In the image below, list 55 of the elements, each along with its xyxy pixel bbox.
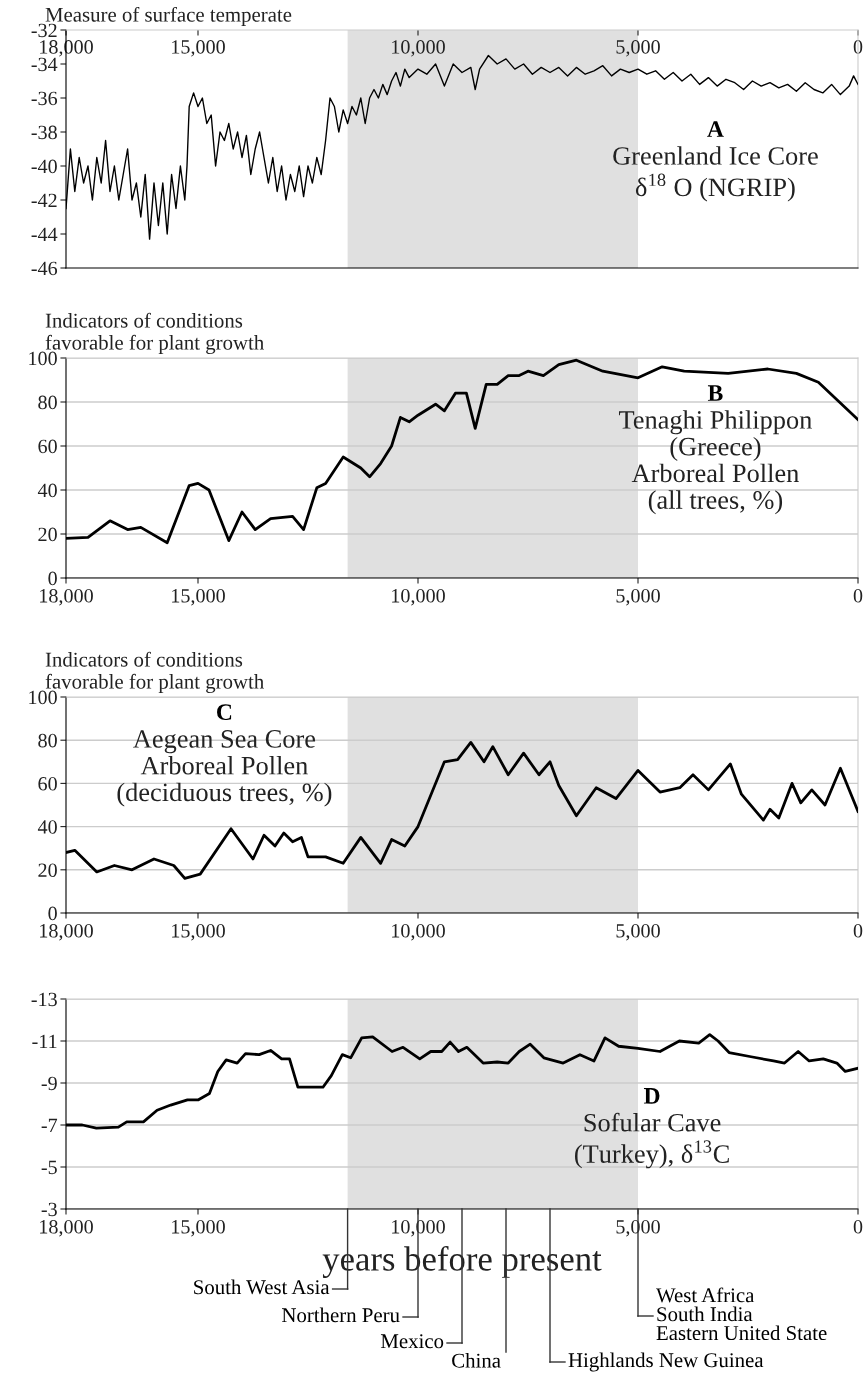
x-tick-label: 0 <box>853 924 863 938</box>
x-tick-label: 10,000 <box>392 589 445 606</box>
x-tick-label: 15,000 <box>172 589 225 606</box>
annotation: C <box>217 704 232 721</box>
x-tick-label: 0 <box>853 40 863 54</box>
y-tick-label: 0 <box>48 906 57 921</box>
annotation: Aegean Sea Core Arboreal Pollen (deciduous trees, %) <box>117 730 332 807</box>
y-tick-label: -36 <box>31 91 58 106</box>
ref-line-label: Highlands New Guinea <box>568 1352 764 1372</box>
annotation: Greenland Ice Core δ$^{18}$ O (NGRIP) <box>613 146 818 202</box>
y-tick-label: -5 <box>41 1160 57 1175</box>
y-tick-label: -32 <box>31 23 57 38</box>
annotation: D <box>643 1088 660 1104</box>
y-tick-label: -46 <box>31 261 58 276</box>
y-tick-label: -11 <box>32 1034 57 1048</box>
x-tick-label: 0 <box>853 1220 863 1234</box>
y-tick-label: -34 <box>31 57 58 72</box>
y-tick-label: 40 <box>37 483 57 498</box>
x-tick-label: 15,000 <box>172 1220 225 1237</box>
x-tick-label: 18,000 <box>40 1220 93 1237</box>
y-tick-label: -7 <box>41 1118 58 1132</box>
y-tick-label: 60 <box>38 439 57 454</box>
annotation: B <box>707 385 723 401</box>
y-tick-label: -9 <box>41 1076 57 1091</box>
y-tick-label: -38 <box>31 125 57 140</box>
y-tick-label: 80 <box>38 395 57 410</box>
x-tick-label: 18,000 <box>40 924 93 941</box>
annotation: A <box>707 121 724 137</box>
x-tick-label: 18,000 <box>40 589 93 606</box>
y-tick-label: 0 <box>48 571 57 586</box>
annotation: Sofular Cave (Turkey), δ$^{13}$C <box>575 1112 729 1169</box>
ref-line-label: China <box>452 1353 501 1368</box>
x-tick-label: 15,000 <box>172 40 225 57</box>
x-tick-label: 5,000 <box>616 924 660 941</box>
y-tick-label: 40 <box>37 820 57 834</box>
x-tick-label: 15,000 <box>172 924 225 941</box>
y-tick-label: 20 <box>38 863 57 877</box>
y-tick-label: -40 <box>31 159 57 174</box>
annotation: Tenaghi Philippon (Greece) Arboreal Pollen (all trees, %) <box>618 410 812 515</box>
x-tick-label: 5,000 <box>616 40 660 57</box>
x-tick-label: 10,000 <box>392 40 445 57</box>
x-tick-label: 0 <box>853 589 863 603</box>
y-tick-label: -42 <box>31 193 57 207</box>
y-tick-label: -3 <box>41 1202 57 1217</box>
ref-line-label: South West Asia <box>194 1279 330 1295</box>
ref-line-label: West Africa South India Eastern United State <box>656 1287 827 1341</box>
y-tick-label: 20 <box>38 527 57 542</box>
ref-line-label: Northern Peru <box>282 1307 400 1323</box>
y-tick-label: -13 <box>31 992 57 1007</box>
y-tick-label: 80 <box>38 733 57 748</box>
ref-line-label: Mexico <box>380 1334 444 1349</box>
y-tick-label: 60 <box>38 776 57 791</box>
x-tick-label: 10,000 <box>392 924 445 941</box>
y-tick-label: -44 <box>31 227 58 241</box>
x-tick-label: 5,000 <box>616 589 660 606</box>
